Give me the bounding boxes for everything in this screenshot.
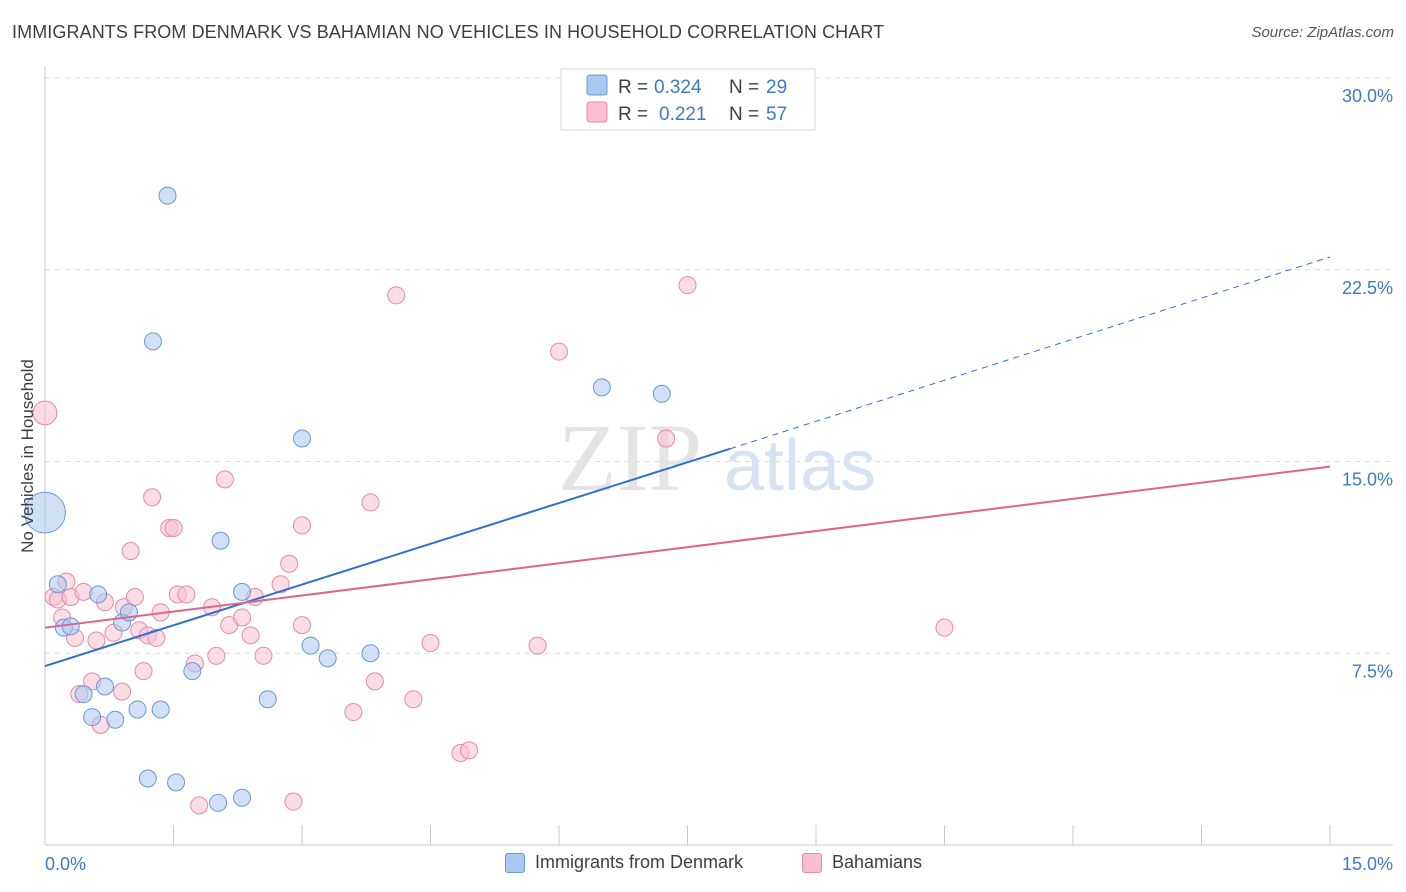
bahamian-point xyxy=(121,541,140,560)
bahamian-point xyxy=(280,554,299,573)
source-credit: Source: ZipAtlas.com xyxy=(1251,24,1394,41)
bahamian-point xyxy=(190,796,209,815)
denmark-point xyxy=(89,585,108,604)
bahamian-point xyxy=(143,488,162,507)
trend-line-denmark-extension xyxy=(730,256,1331,450)
data-points xyxy=(24,186,954,815)
bahamian-point xyxy=(164,518,183,537)
bahamian-point xyxy=(528,636,547,655)
bahamian-point xyxy=(550,342,568,361)
legend-n-label: N = xyxy=(729,104,759,125)
legend-r-label: R = xyxy=(618,104,648,125)
bahamian-point xyxy=(207,646,226,665)
legend-swatch-denmark xyxy=(505,852,525,873)
watermark-atlas: atlas xyxy=(724,426,876,506)
denmark-point xyxy=(301,636,320,655)
bahamian-point xyxy=(271,575,290,594)
grid-lines xyxy=(45,77,1393,654)
bahamian-point xyxy=(361,493,380,512)
bahamian-point xyxy=(284,792,303,811)
bahamian-point xyxy=(177,585,196,604)
legend-n-value: 57 xyxy=(766,104,787,125)
trend-line-denmark xyxy=(44,447,731,667)
denmark-point xyxy=(151,700,170,719)
denmark-point xyxy=(61,617,80,636)
y-tick-label: 15.0% xyxy=(1342,470,1393,490)
bahamian-point xyxy=(87,631,106,650)
bahamian-point xyxy=(657,429,676,448)
bahamian-point xyxy=(215,470,234,489)
denmark-point xyxy=(233,582,252,601)
bahamian-point xyxy=(678,276,697,295)
denmark-point xyxy=(183,662,202,681)
bahamian-point xyxy=(460,741,479,760)
legend-label-denmark: Immigrants from Denmark xyxy=(535,852,744,872)
trend-lines xyxy=(44,256,1331,667)
trend-line-bahamians xyxy=(44,465,1331,629)
bahamian-point xyxy=(387,286,406,305)
denmark-point xyxy=(128,700,147,719)
bahamian-point xyxy=(365,672,384,691)
bahamian-point xyxy=(421,634,440,653)
y-tick-label: 30.0% xyxy=(1342,86,1393,106)
bahamian-point xyxy=(935,618,954,637)
legend-item-denmark[interactable]: Immigrants from Denmark xyxy=(505,852,743,873)
denmark-point xyxy=(258,690,277,709)
y-axis-label: No Vehicles in Household xyxy=(18,359,37,553)
denmark-point xyxy=(24,491,66,534)
watermark-zip: ZIP xyxy=(558,404,702,511)
denmark-point xyxy=(652,384,671,403)
bahamian-point xyxy=(147,628,166,647)
legend-r-value: 0.221 xyxy=(659,104,707,125)
denmark-point xyxy=(143,332,162,351)
axes xyxy=(44,66,1393,846)
chart-title: IMMIGRANTS FROM DENMARK VS BAHAMIAN NO V… xyxy=(12,22,885,42)
legend-n-value: 29 xyxy=(766,77,787,98)
bahamian-point xyxy=(344,703,363,722)
legend-n-label: N = xyxy=(729,77,759,98)
denmark-point xyxy=(233,788,252,807)
bahamian-point xyxy=(134,662,153,681)
legend-box: R = 0.324 N = 29 R = 0.221 N = 57 xyxy=(560,68,816,131)
legend-r-value: 0.324 xyxy=(654,77,702,98)
bahamian-point xyxy=(293,516,311,535)
denmark-point xyxy=(592,378,611,397)
y-tick-label: 7.5% xyxy=(1352,661,1393,681)
bahamian-point xyxy=(254,646,273,665)
denmark-point xyxy=(83,708,102,727)
legend-label-bahamians: Bahamians xyxy=(832,852,923,872)
denmark-point xyxy=(48,575,67,594)
denmark-point xyxy=(361,644,380,663)
x-tick-label: 0.0% xyxy=(45,854,86,874)
bahamian-point xyxy=(404,690,423,709)
bahamian-point xyxy=(113,682,132,701)
denmark-point xyxy=(158,186,177,205)
series-legend: Immigrants from Denmark Bahamians xyxy=(0,852,1406,878)
bahamian-point xyxy=(233,608,252,627)
y-tick-label: 22.5% xyxy=(1342,278,1393,298)
legend-r-label: R = xyxy=(618,77,648,98)
bahamian-point xyxy=(241,626,260,645)
legend-item-bahamians[interactable]: Bahamians xyxy=(802,852,922,873)
bahamian-point xyxy=(125,588,144,607)
denmark-point xyxy=(106,710,125,729)
denmark-point xyxy=(167,773,186,792)
denmark-point xyxy=(95,677,114,696)
denmark-point xyxy=(211,531,230,550)
tick-labels: 7.5% 15.0% 22.5% 30.0% 0.0% 15.0% xyxy=(45,86,1393,874)
denmark-point xyxy=(74,685,93,704)
bahamian-point xyxy=(32,400,58,426)
bahamian-point xyxy=(293,616,311,635)
denmark-point xyxy=(293,429,311,448)
denmark-point xyxy=(209,793,228,812)
legend-swatch-bahamians xyxy=(586,101,608,123)
denmark-point xyxy=(318,649,337,668)
legend-swatch-denmark xyxy=(586,74,608,96)
legend-swatch-bahamians xyxy=(802,852,822,873)
denmark-point xyxy=(138,769,157,788)
x-tick-label: 15.0% xyxy=(1342,854,1393,874)
